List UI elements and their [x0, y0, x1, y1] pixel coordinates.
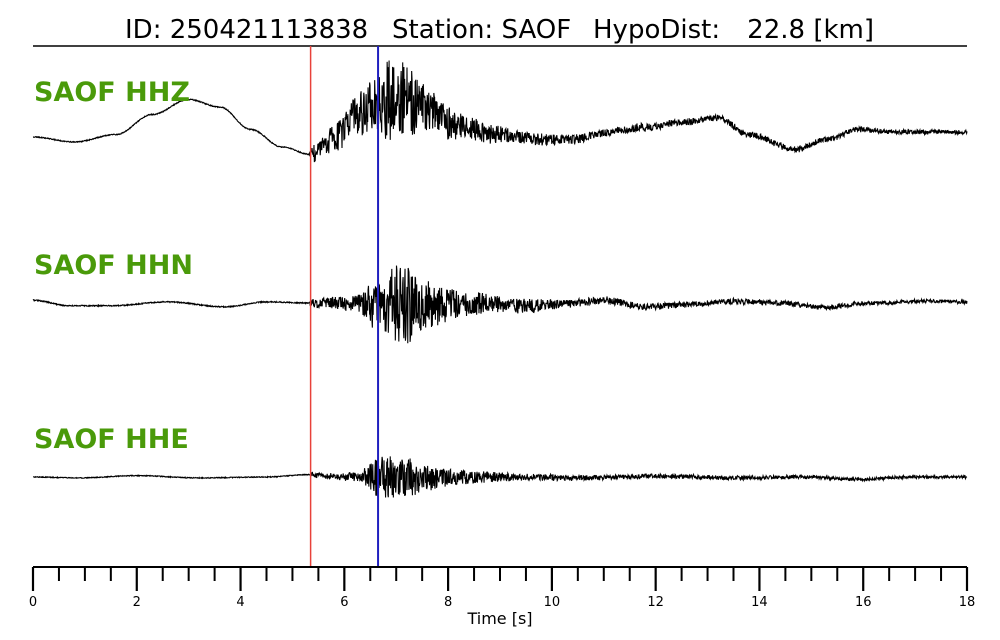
phase-picks-group	[309, 46, 380, 566]
x-tick-label: 8	[444, 595, 452, 610]
hypodist-value: 22.8 [km]	[747, 15, 874, 45]
channel-label: SAOF HHE	[34, 424, 189, 455]
trace-saof-hhn	[32, 265, 968, 344]
x-tick-label: 16	[855, 595, 872, 610]
x-tick-label: 2	[133, 595, 141, 610]
station-text: Station: SAOF	[392, 15, 571, 45]
x-tick-label: 12	[647, 595, 664, 610]
x-tick-label: 0	[29, 595, 37, 610]
time-axis: 0 2 4 6 8 10 12 14 16 18	[29, 566, 976, 610]
event-id-text: ID: 250421113838	[125, 15, 368, 45]
channel-label: SAOF HHN	[34, 250, 193, 281]
channel-labels-group: SAOF HHZ SAOF HHN SAOF HHE	[34, 77, 193, 455]
x-tick-label: 4	[236, 595, 244, 610]
trace-saof-hhz	[32, 60, 968, 163]
x-axis-label: Time [s]	[466, 609, 532, 628]
channel-label: SAOF HHZ	[34, 77, 190, 108]
x-tick-label: 6	[340, 595, 348, 610]
x-tick-label: 14	[751, 595, 768, 610]
x-tick-label: 10	[544, 595, 561, 610]
x-tick-label: 18	[959, 595, 976, 610]
hypodist-label: HypoDist:	[593, 15, 720, 45]
trace-saof-hhe	[32, 456, 968, 498]
traces-group	[32, 60, 968, 498]
